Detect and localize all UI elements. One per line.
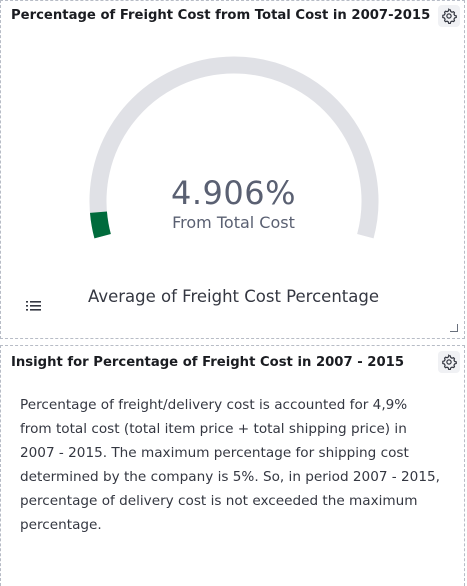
list-icon[interactable] <box>25 299 43 315</box>
gear-icon[interactable] <box>438 5 460 27</box>
gauge-chart <box>1 1 466 340</box>
insight-text: Percentage of freight/delivery cost is a… <box>20 397 440 533</box>
gauge-value: 4.906% <box>170 174 296 212</box>
gauge-label: Average of Freight Cost Percentage <box>88 287 379 306</box>
insight-panel: Insight for Percentage of Freight Cost i… <box>0 345 465 586</box>
panel-title: Insight for Percentage of Freight Cost i… <box>11 355 405 370</box>
gauge-subtitle: From Total Cost <box>172 213 295 232</box>
panel-title: Percentage of Freight Cost from Total Co… <box>11 8 431 23</box>
gauge-panel: Percentage of Freight Cost from Total Co… <box>0 0 465 339</box>
resize-handle-icon[interactable] <box>450 324 458 332</box>
gauge-fill <box>89 211 111 239</box>
gauge-track <box>89 56 379 239</box>
gear-icon[interactable] <box>438 351 460 373</box>
